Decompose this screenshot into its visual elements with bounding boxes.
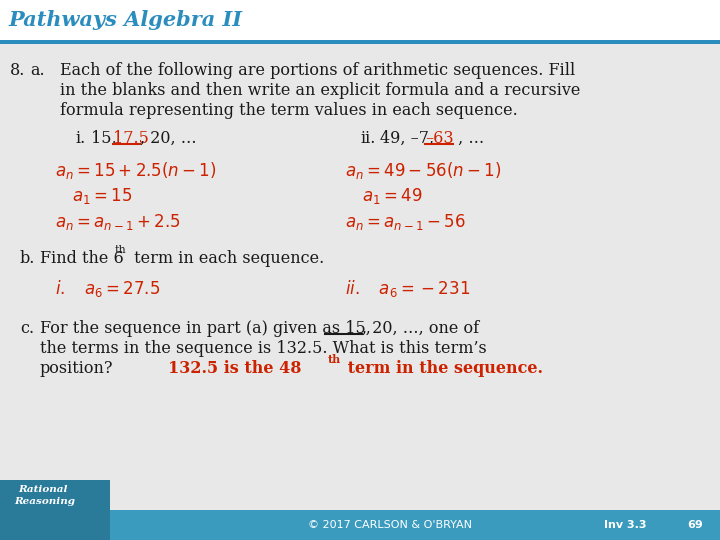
Text: Rational: Rational (18, 485, 68, 495)
Text: $ii.\ \ \ a_6=-231$: $ii.\ \ \ a_6=-231$ (345, 278, 470, 299)
Bar (0, 40, 720, 44)
Text: 8.: 8. (10, 62, 25, 79)
Text: a.: a. (30, 62, 45, 79)
Text: For the sequence in part (a) given as 15,: For the sequence in part (a) given as 15… (40, 320, 371, 337)
Text: term in the sequence.: term in the sequence. (342, 360, 543, 377)
Text: 69: 69 (687, 520, 703, 530)
Text: $a_1=49$: $a_1=49$ (362, 186, 423, 206)
Text: Each of the following are portions of arithmetic sequences. Fill: Each of the following are portions of ar… (60, 62, 575, 79)
Text: $a_n=a_{n-1}+2.5$: $a_n=a_{n-1}+2.5$ (55, 212, 181, 232)
Text: the terms in the sequence is 132.5. What is this term’s: the terms in the sequence is 132.5. What… (40, 340, 487, 357)
Text: , 20, …, one of: , 20, …, one of (362, 320, 479, 337)
Text: –63: –63 (425, 130, 454, 147)
Text: th: th (328, 354, 341, 365)
Text: , 20, …: , 20, … (140, 130, 197, 147)
Text: $a_n=a_{n-1}-56$: $a_n=a_{n-1}-56$ (345, 212, 466, 232)
Text: c.: c. (20, 320, 34, 337)
Bar (0, 0, 720, 40)
Bar (0, 44, 720, 510)
Text: 49, –7,: 49, –7, (380, 130, 434, 147)
Text: in the blanks and then write an explicit formula and a recursive: in the blanks and then write an explicit… (60, 82, 580, 99)
Text: Find the 6: Find the 6 (40, 250, 124, 267)
Text: Pathways Algebra II: Pathways Algebra II (8, 10, 242, 30)
Bar (0, 480, 110, 540)
Text: $i.\ \ \ a_6=27.5$: $i.\ \ \ a_6=27.5$ (55, 278, 161, 299)
Bar (0, 510, 720, 540)
Text: © 2017 CARLSON & O'BRYAN: © 2017 CARLSON & O'BRYAN (308, 520, 472, 530)
Text: b.: b. (20, 250, 35, 267)
Text: formula representing the term values in each sequence.: formula representing the term values in … (60, 102, 518, 119)
Text: position?: position? (40, 360, 114, 377)
Text: 132.5 is the 48: 132.5 is the 48 (168, 360, 302, 377)
Text: , …: , … (453, 130, 485, 147)
Text: ii.: ii. (360, 130, 375, 147)
Text: Reasoning: Reasoning (14, 497, 75, 507)
Text: Inv 3.3: Inv 3.3 (604, 520, 647, 530)
Text: $a_n=15+2.5(n-1)$: $a_n=15+2.5(n-1)$ (55, 160, 217, 181)
Text: th: th (115, 245, 127, 255)
Text: 15,: 15, (91, 130, 117, 147)
Text: $a_n=49-56(n-1)$: $a_n=49-56(n-1)$ (345, 160, 501, 181)
Text: term in each sequence.: term in each sequence. (129, 250, 324, 267)
Text: $a_1=15$: $a_1=15$ (72, 186, 132, 206)
Text: 17.5: 17.5 (113, 130, 149, 147)
Text: i.: i. (75, 130, 85, 147)
